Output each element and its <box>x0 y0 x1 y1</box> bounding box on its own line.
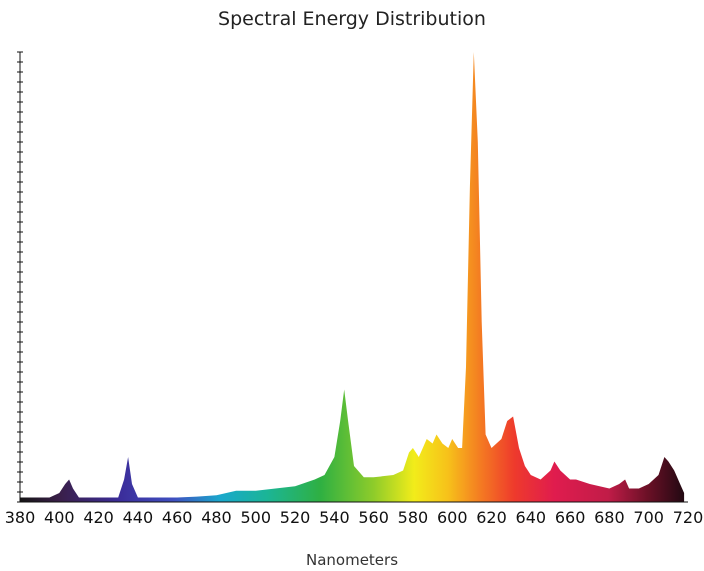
x-tick-label: 440 <box>123 508 154 527</box>
x-tick-label: 580 <box>398 508 429 527</box>
x-tick-label: 540 <box>319 508 350 527</box>
spectrum-area <box>20 52 685 502</box>
x-axis-label: Nanometers <box>305 551 399 569</box>
x-tick-label: 660 <box>555 508 586 527</box>
x-tick-label: 720 <box>673 508 704 527</box>
x-tick-label: 380 <box>5 508 36 527</box>
x-tick-label: 640 <box>516 508 547 527</box>
x-tick-label: 500 <box>240 508 271 527</box>
x-tick-label: 460 <box>162 508 193 527</box>
x-tick-label: 400 <box>44 508 75 527</box>
x-tick-label: 700 <box>633 508 664 527</box>
x-tick-label: 480 <box>201 508 232 527</box>
x-tick-label: 600 <box>437 508 468 527</box>
x-tick-label: 420 <box>83 508 114 527</box>
x-tick-label: 560 <box>358 508 389 527</box>
chart-title: Spectral Energy Distribution <box>218 8 486 30</box>
x-tick-label: 620 <box>476 508 507 527</box>
x-tick-label: 520 <box>280 508 311 527</box>
x-tick-label: 680 <box>594 508 625 527</box>
